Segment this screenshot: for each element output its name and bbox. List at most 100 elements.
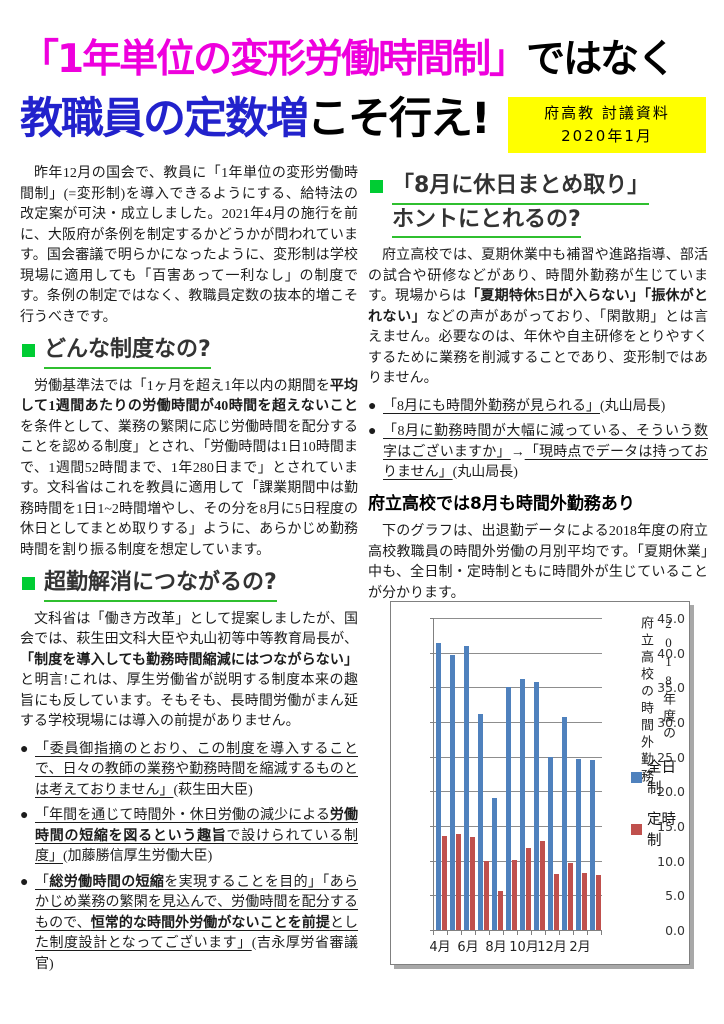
text-segment: を条件として、業務の繁閑に応じ労働時間を配分することを認める制度」とされ、「労働… [20, 419, 358, 558]
bullet-icon: ● [20, 874, 29, 890]
y-tick-mark [430, 756, 433, 758]
section-heading-lines: どんな制度なの? [44, 336, 211, 370]
bullet-icon: ● [368, 424, 377, 440]
x-tick-mark [475, 931, 476, 935]
section-heading: 「8月に休日まとめ取り」 ホントにとれるの? [368, 172, 708, 239]
title-segment: こそ行え! [307, 94, 491, 144]
bar-zennichisei [562, 717, 567, 930]
grid-line [434, 826, 602, 827]
text-segment: 文科省は「働き方改革」として提案しましたが、国会では、萩生田文科大臣や丸山初等中… [20, 611, 358, 648]
x-tick-mark [433, 931, 434, 935]
heading-line-text: 超勤解消につながるの? [44, 569, 277, 602]
x-tick-mark [503, 931, 504, 935]
legend-swatch-icon [631, 771, 642, 783]
x-tick-mark [587, 931, 588, 935]
green-square-icon [22, 344, 35, 357]
paragraph: 労働基準法では「1ヶ月を超え1年以内の期間を平均して1週間あたりの労働時間が40… [20, 377, 358, 562]
text-segment: 「制度を導入しても勤務時間縮減にはつながらない」 [20, 652, 358, 668]
bar-zennichisei [520, 679, 525, 930]
text-segment: 「 [35, 874, 50, 890]
section-heading: どんな制度なの? [20, 336, 358, 370]
x-tick-label: 12月 [537, 940, 567, 955]
text-segment: とした制度設計となってございます」 [35, 915, 359, 952]
text-segment: 「現時点でデータは持っておりません」 [383, 444, 708, 481]
y-tick-mark [430, 687, 433, 689]
y-tick-mark [430, 826, 433, 827]
text-segment: 労働時間の短縮を図るという趣旨 [35, 808, 358, 844]
bullet-text: 「8月にも時間外勤務が見られる」(丸山局長) [383, 399, 665, 414]
text-segment: (丸山局長) [452, 465, 518, 481]
text-segment: 「8月に勤務時間が大幅に減っている、そういう数字はございますか」 [383, 424, 708, 460]
paragraph: 下のグラフは、出退勤データによる2018年度の府立高校教職員の時間外労働の月別平… [368, 522, 708, 604]
text-segment: で設けられている制度」 [35, 828, 358, 865]
left-column: 昨年12月の国会で、教員に「1年単位の変形労働時間制」(=変形制)を導入できるよ… [20, 164, 358, 980]
y-tick-mark [430, 618, 433, 619]
y-tick-mark [430, 791, 433, 793]
x-tick-mark [447, 931, 448, 935]
heading-line: 超勤解消につながるの? [44, 569, 277, 603]
text-segment: 恒常的な時間外労働がないことを前提 [90, 915, 330, 931]
quote-bullet: ● 「総労働時間の短縮を実現することを目的」「あらかじめ業務の繁閑を見込んで、労働… [20, 873, 358, 976]
legend-label: 定時制 [647, 812, 676, 849]
x-tick-mark [559, 931, 560, 935]
bar-teijisei [596, 875, 601, 930]
bullet-text: 「8月に勤務時間が大幅に減っている、そういう数字はございますか」→「現時点でデー… [383, 424, 708, 480]
quote-bullet: ● 「年間を通じて時間外・休日労働の減少による労働時間の短縮を図るという趣旨で設け… [20, 806, 358, 868]
text-segment: 平均して1週間あたりの労働時間が40時間を超えないこと [20, 378, 359, 415]
text-segment: 昨年12月の国会で、教員に「1年単位の変形労働時間制」(=変形制)を導入できるよ… [20, 166, 358, 325]
bullet-icon: ● [368, 398, 377, 414]
bar-teijisei [526, 847, 531, 930]
legend-label: 全日制 [647, 760, 676, 797]
legend-item: 定時制 [631, 808, 689, 850]
paragraph: 昨年12月の国会で、教員に「1年単位の変形労働時間制」(=変形制)を導入できるよ… [20, 164, 358, 328]
y-tick-label: 0.0 [665, 923, 685, 938]
y-tick-label: 15.0 [657, 819, 685, 834]
text-segment: 「8月にも時間外勤務が見られる」 [383, 398, 600, 414]
title-segment: 教職員の定数増 [20, 94, 309, 144]
chart-plot-area [433, 618, 602, 931]
bullet-text: 「年間を通じて時間外・休日労働の減少による労働時間の短縮を図るという趣旨で設けら… [35, 808, 358, 864]
bar-teijisei [498, 891, 503, 930]
text-segment: 労働基準法では「1ヶ月を超え1年以内の期間を [34, 378, 330, 394]
x-tick-mark [517, 931, 518, 935]
heading-line: ホントにとれるの? [392, 206, 649, 240]
chart-legend: 全日制 定時制 [631, 756, 689, 860]
y-tick-label: 25.0 [657, 749, 685, 765]
x-tick-mark [531, 931, 532, 935]
paragraph: 文科省は「働き方改革」として提案しましたが、国会では、萩生田文科大臣や丸山初等中… [20, 610, 358, 733]
title-segment: ではなく [526, 37, 676, 82]
bar-teijisei [568, 863, 573, 930]
legend-swatch-icon [631, 823, 642, 835]
title-segment: 「1年単位の変形労働時間制」 [20, 37, 528, 82]
bar-teijisei [582, 873, 587, 930]
heading-line-text: ホントにとれるの? [392, 206, 581, 239]
sub-heading: 府立高校では8月も時間外勤務あり [368, 493, 635, 514]
green-square-icon [370, 180, 383, 193]
text-segment: 下のグラフは、出退勤データによる2018年度の府立高校教職員の時間外労働の月別平… [368, 524, 708, 601]
main-title-line1: 「1年単位の変形労働時間制」ではなく [20, 28, 676, 84]
heading-line: 「8月に休日まとめ取り」 [392, 172, 650, 206]
x-tick-mark [573, 931, 574, 935]
grid-line [434, 618, 602, 619]
bar-zennichisei [548, 756, 553, 930]
bar-teijisei [512, 859, 517, 930]
text-segment: 「年間を通じて時間外・休日労働の減少による [35, 808, 330, 824]
legend-item: 全日制 [631, 756, 689, 798]
green-square-icon [22, 577, 35, 591]
x-tick-label: 8月 [485, 940, 507, 955]
text-segment: を実現することを目的」「あらかじめ業務の繁閑を見込んで、労働時間を配分するもので… [35, 874, 359, 931]
bar-teijisei [442, 836, 447, 930]
x-tick-mark [545, 931, 546, 935]
grid-line [434, 722, 602, 723]
chart-title-line: 府立高校の時間外勤務 [639, 616, 654, 786]
y-tick-mark [430, 652, 433, 654]
text-segment: (吉永厚労省審議官) [35, 936, 358, 972]
chart-title-line: 2018年度の [661, 616, 676, 743]
chart-title-vertical: 2018年度の 府立高校の時間外勤務 [635, 616, 679, 786]
y-tick-label: 10.0 [657, 853, 685, 869]
heading-line: どんな制度なの? [44, 336, 211, 370]
grid-line [434, 860, 602, 862]
section-heading: 超勤解消につながるの? [20, 569, 358, 603]
text-segment: 府立高校では、夏期休業中も補習や進路指導、部活の試合や研修などがあり、時間外勤務… [368, 248, 708, 305]
